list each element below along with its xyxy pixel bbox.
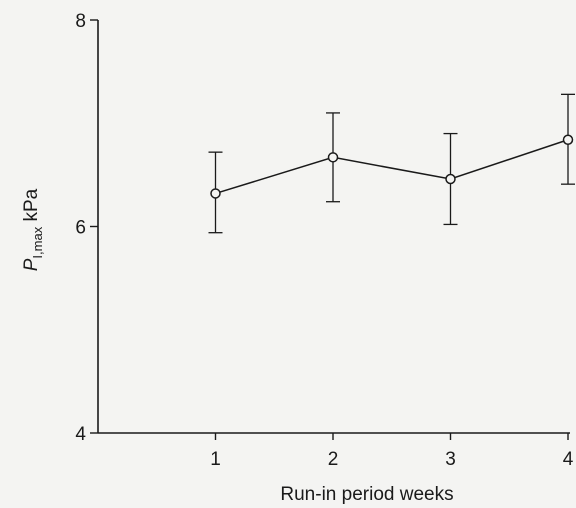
x-axis-title: Run-in period weeks: [280, 484, 453, 505]
x-tick-label: 2: [328, 449, 339, 470]
y-axis-title-symbol: P: [21, 258, 42, 271]
x-tick-label: 4: [563, 449, 574, 470]
x-tick-label: 3: [445, 449, 456, 470]
y-tick-label: 8: [75, 11, 86, 32]
chart-marks: [208, 93, 575, 234]
data-point: [562, 134, 574, 146]
x-tick-label: 1: [210, 449, 221, 470]
data-point: [445, 173, 456, 185]
y-tick-label: 6: [75, 218, 86, 239]
y-axis-title: PI,max kPa: [21, 188, 45, 271]
y-tick-label: 4: [75, 424, 86, 445]
data-point: [210, 188, 221, 199]
data-point: [327, 152, 339, 163]
y-axis-title-subscript: I,max: [30, 226, 45, 258]
series-line: [215, 139, 569, 195]
chart-axes: 4 6 8 1 2 3 4: [75, 11, 573, 470]
y-axis-title-unit: kPa: [21, 188, 42, 226]
